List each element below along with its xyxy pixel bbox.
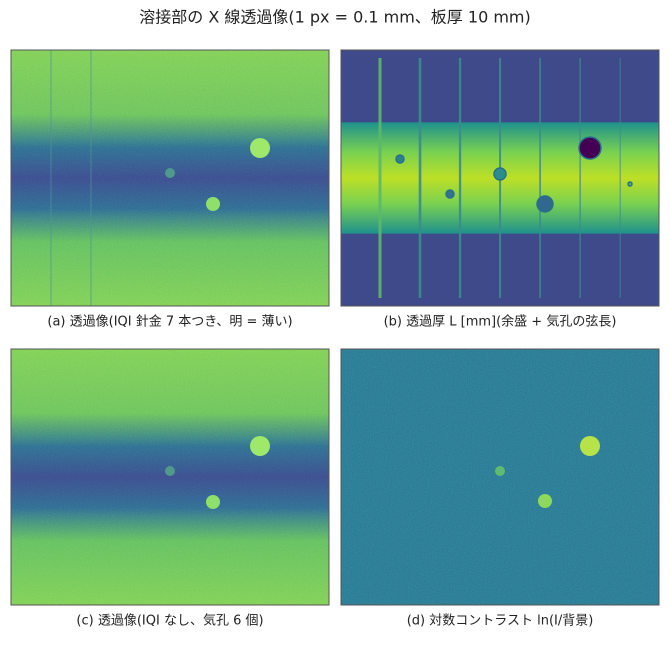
image-frame (340, 49, 660, 307)
image-panel: (c) 透過像(IQI なし、気孔 6 個) (10, 348, 330, 629)
panels: (a) 透過像(IQI 針金 7 本つき、明 = 薄い) (b) 透過厚 L [m… (10, 49, 660, 629)
pore (445, 189, 455, 199)
pore (206, 197, 220, 211)
iqi-wire (458, 58, 462, 298)
iqi-wire (378, 58, 382, 298)
pore (250, 436, 270, 456)
pore (538, 494, 552, 508)
panel-caption: (d) 対数コントラスト ln(I/背景) (407, 614, 594, 629)
iqi-wire (418, 58, 422, 298)
pore (580, 436, 600, 456)
pore (493, 167, 507, 181)
image-frame (10, 348, 330, 606)
figure-title: 溶接部の X 線透過像(1 px = 0.1 mm、板厚 10 mm) (139, 8, 531, 27)
pore (250, 138, 270, 158)
pore (165, 466, 175, 476)
iqi-wire (539, 58, 541, 298)
iqi-wire (579, 58, 581, 298)
image-frame (340, 348, 660, 606)
panel-caption: (c) 透過像(IQI なし、気孔 6 個) (76, 613, 263, 629)
image-panel: (a) 透過像(IQI 針金 7 本つき、明 = 薄い) (10, 49, 330, 330)
image-noise (11, 349, 329, 605)
pore (536, 195, 554, 213)
pore (165, 168, 175, 178)
panel-caption: (a) 透過像(IQI 針金 7 本つき、明 = 薄い) (47, 314, 292, 330)
pore (627, 181, 633, 187)
pore (395, 154, 405, 164)
pore (495, 466, 505, 476)
pore (206, 495, 220, 509)
iqi-wire (619, 58, 621, 298)
image-panel: (d) 対数コントラスト ln(I/背景) (340, 348, 660, 629)
image-noise (341, 349, 659, 605)
panel-caption: (b) 透過厚 L [mm](余盛 + 気孔の弦長) (384, 314, 617, 330)
pore (578, 136, 602, 160)
image-panel: (b) 透過厚 L [mm](余盛 + 気孔の弦長) (340, 49, 660, 330)
image-frame (10, 49, 330, 307)
